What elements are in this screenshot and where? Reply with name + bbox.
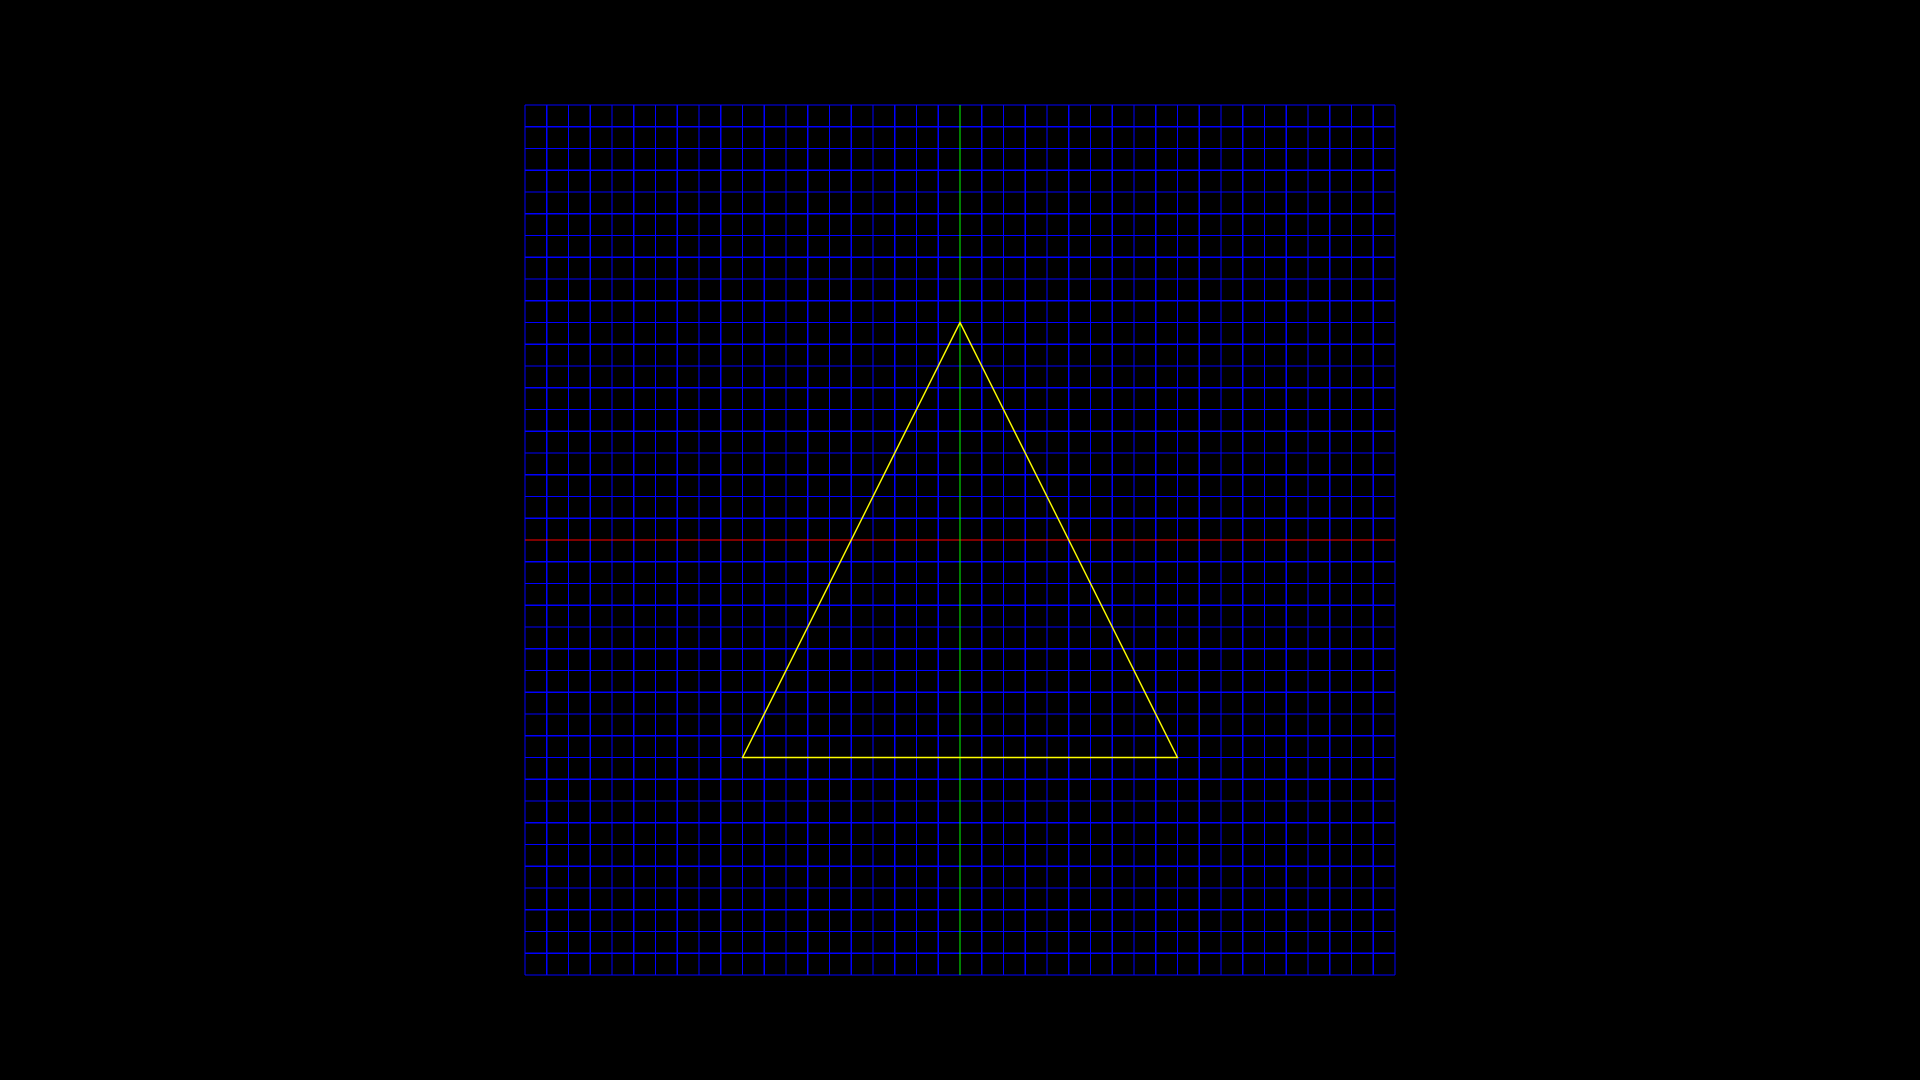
shapes — [741, 320, 1179, 759]
axes — [525, 105, 1395, 975]
triangle-outline — [741, 320, 1179, 759]
